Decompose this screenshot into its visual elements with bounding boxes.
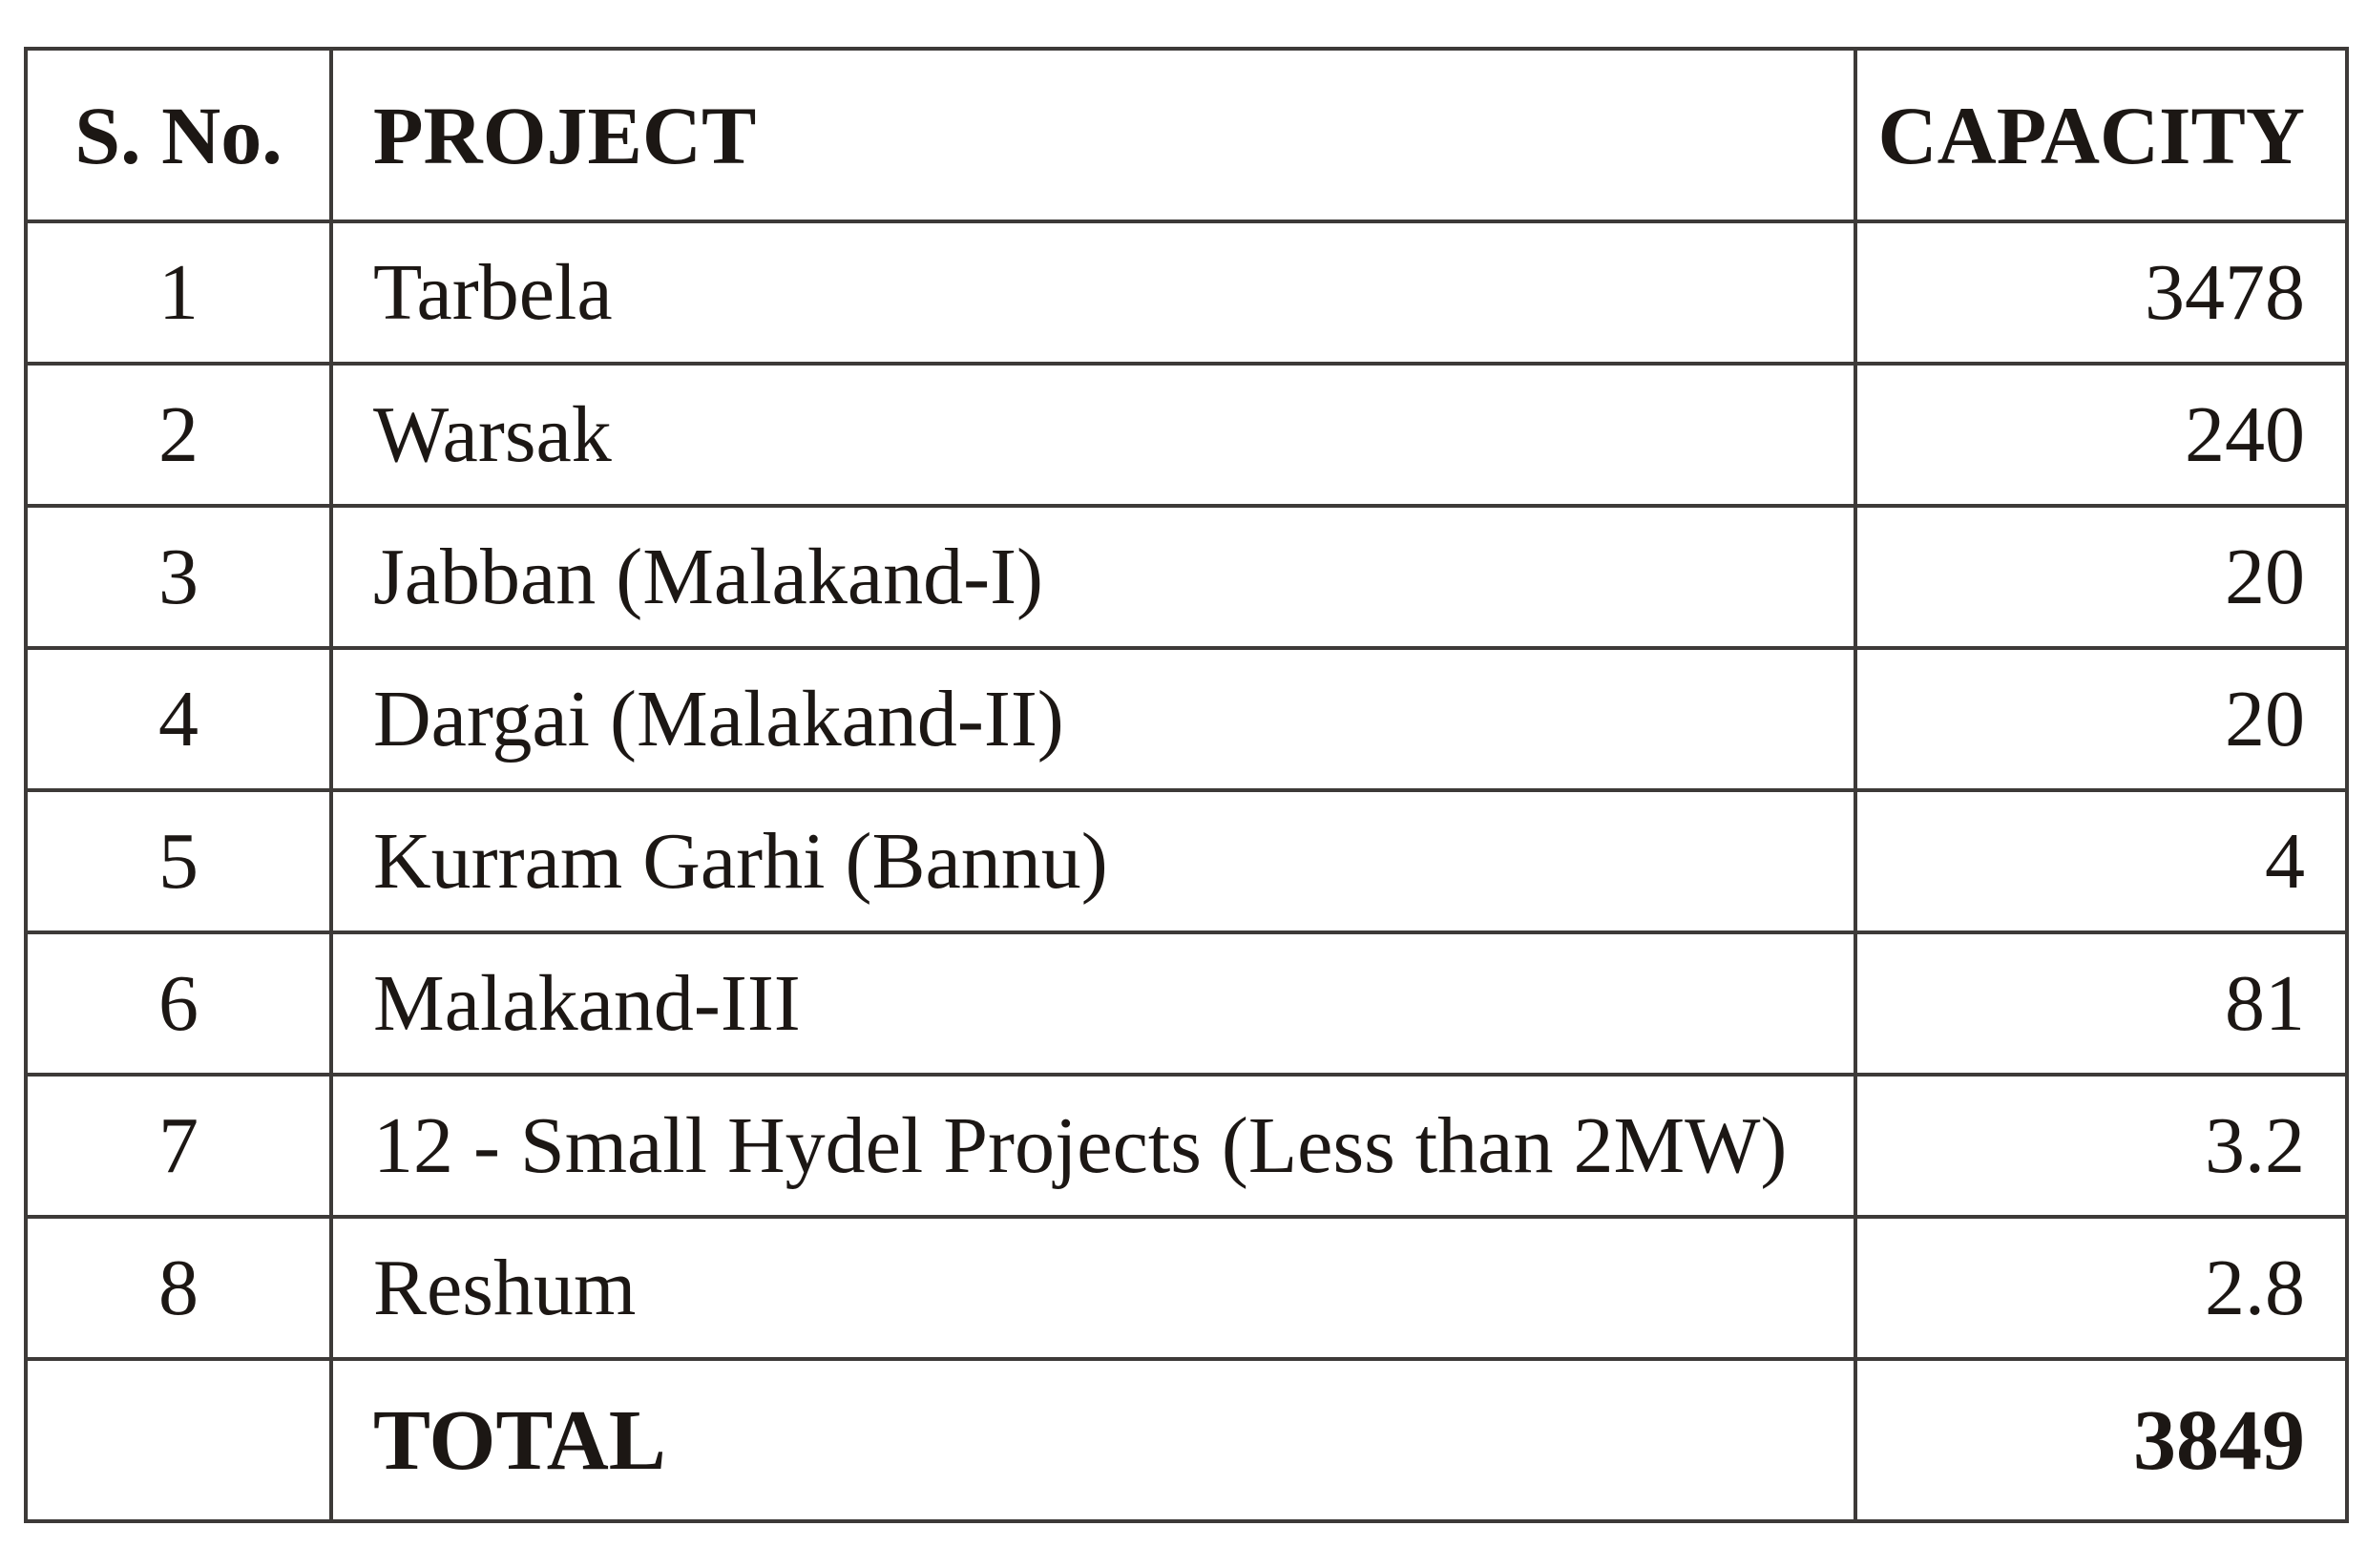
table-header-row: S. No. PROJECT CAPACITY xyxy=(24,47,2349,223)
row-project: Dargai (Malakand-II) xyxy=(329,646,1857,792)
total-label: TOTAL xyxy=(329,1357,1857,1523)
row-capacity: 81 xyxy=(1854,930,2349,1077)
row-sno: 5 xyxy=(24,788,333,934)
total-value: 3849 xyxy=(1854,1357,2349,1523)
header-capacity: CAPACITY xyxy=(1854,47,2349,223)
table-row: 5 Kurram Garhi (Bannu) 4 xyxy=(24,788,2349,934)
row-sno: 6 xyxy=(24,930,333,1077)
row-capacity: 20 xyxy=(1854,646,2349,792)
row-project: Tarbela xyxy=(329,220,1857,366)
row-project: Reshum xyxy=(329,1215,1857,1361)
row-sno: 3 xyxy=(24,504,333,650)
table-row: 2 Warsak 240 xyxy=(24,362,2349,508)
row-capacity: 240 xyxy=(1854,362,2349,508)
row-project: Malakand-III xyxy=(329,930,1857,1077)
total-row: TOTAL 3849 xyxy=(24,1357,2349,1523)
row-capacity: 4 xyxy=(1854,788,2349,934)
table-row: 7 12 - Small Hydel Projects (Less than 2… xyxy=(24,1073,2349,1219)
row-capacity: 2.8 xyxy=(1854,1215,2349,1361)
row-project: 12 - Small Hydel Projects (Less than 2MW… xyxy=(329,1073,1857,1219)
row-project: Warsak xyxy=(329,362,1857,508)
table-row: 1 Tarbela 3478 xyxy=(24,220,2349,366)
total-sno-empty xyxy=(24,1357,333,1523)
capacity-table-container: S. No. PROJECT CAPACITY 1 Tarbela 3478 2… xyxy=(24,47,2349,1523)
row-capacity: 3478 xyxy=(1854,220,2349,366)
table-row: 8 Reshum 2.8 xyxy=(24,1215,2349,1361)
hydel-projects-table: S. No. PROJECT CAPACITY 1 Tarbela 3478 2… xyxy=(24,47,2349,1523)
header-sno: S. No. xyxy=(24,47,333,223)
row-capacity: 3.2 xyxy=(1854,1073,2349,1219)
row-project: Jabban (Malakand-I) xyxy=(329,504,1857,650)
row-sno: 1 xyxy=(24,220,333,366)
row-capacity: 20 xyxy=(1854,504,2349,650)
table-row: 4 Dargai (Malakand-II) 20 xyxy=(24,646,2349,792)
table-row: 6 Malakand-III 81 xyxy=(24,930,2349,1077)
row-sno: 7 xyxy=(24,1073,333,1219)
header-project: PROJECT xyxy=(329,47,1857,223)
table-row: 3 Jabban (Malakand-I) 20 xyxy=(24,504,2349,650)
row-sno: 2 xyxy=(24,362,333,508)
row-project: Kurram Garhi (Bannu) xyxy=(329,788,1857,934)
row-sno: 8 xyxy=(24,1215,333,1361)
row-sno: 4 xyxy=(24,646,333,792)
